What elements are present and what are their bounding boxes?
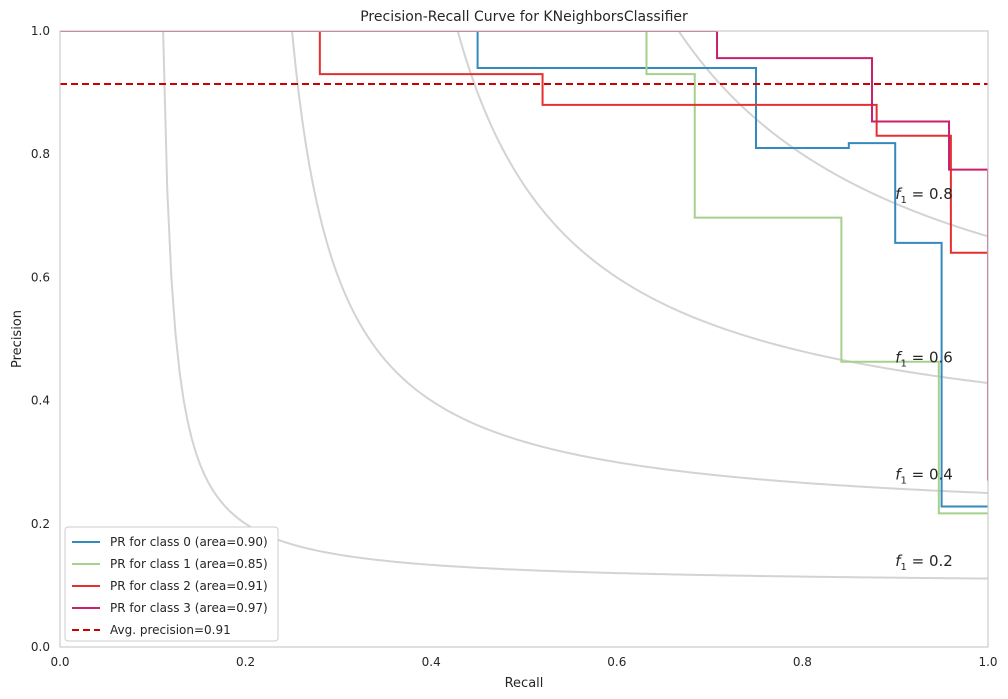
pr-series-class-3 xyxy=(60,31,988,481)
x-tick-label: 0.2 xyxy=(236,655,255,669)
chart-legend: PR for class 0 (area=0.90) PR for class 1… xyxy=(64,526,279,642)
y-tick-label: 0.0 xyxy=(31,640,50,654)
x-tick-label: 0.6 xyxy=(607,655,626,669)
legend-label: PR for class 2 (area=0.91) xyxy=(110,579,268,593)
y-tick-label: 0.6 xyxy=(31,270,50,284)
x-tick-label: 0.8 xyxy=(793,655,812,669)
pr-series-class-0 xyxy=(60,31,988,508)
legend-label: PR for class 1 (area=0.85) xyxy=(110,557,268,571)
iso-f1-labels: f1 = 0.2 f1 = 0.4 f1 = 0.6 f1 = 0.8 xyxy=(895,185,953,573)
legend-label: PR for class 0 (area=0.90) xyxy=(110,535,268,549)
iso-f1-label: f1 = 0.2 xyxy=(895,552,953,573)
iso-f1-label: f1 = 0.4 xyxy=(895,466,953,487)
x-tick-label: 0.0 xyxy=(50,655,69,669)
iso-f1-curve xyxy=(456,31,988,384)
legend-label: PR for class 3 (area=0.97) xyxy=(110,601,268,615)
iso-f1-label: f1 = 0.6 xyxy=(895,348,953,369)
y-axis-ticks: 0.0 0.2 0.4 0.6 0.8 1.0 xyxy=(31,24,50,654)
pr-series-layer xyxy=(60,31,988,515)
iso-f1-curves xyxy=(162,31,988,580)
iso-f1-curve xyxy=(162,31,988,580)
pr-series-class-2 xyxy=(60,31,988,463)
pr-series-class-1 xyxy=(60,31,988,515)
legend-label: Avg. precision=0.91 xyxy=(110,623,231,637)
y-tick-label: 0.8 xyxy=(31,147,50,161)
iso-f1-curve xyxy=(677,31,988,238)
y-tick-label: 1.0 xyxy=(31,24,50,38)
x-axis-label: Recall xyxy=(505,676,544,691)
plot-frame xyxy=(59,30,989,648)
chart-title: Precision-Recall Curve for KNeighborsCla… xyxy=(360,9,688,25)
y-tick-label: 0.4 xyxy=(31,394,50,408)
y-tick-label: 0.2 xyxy=(31,517,50,531)
x-tick-label: 1.0 xyxy=(978,655,997,669)
x-tick-label: 0.4 xyxy=(422,655,441,669)
y-axis-label: Precision xyxy=(10,310,25,368)
iso-f1-label: f1 = 0.8 xyxy=(895,185,953,206)
legend-box xyxy=(64,526,279,642)
iso-f1-curve xyxy=(291,31,988,494)
x-axis-ticks: 0.0 0.2 0.4 0.6 0.8 1.0 xyxy=(50,655,997,669)
